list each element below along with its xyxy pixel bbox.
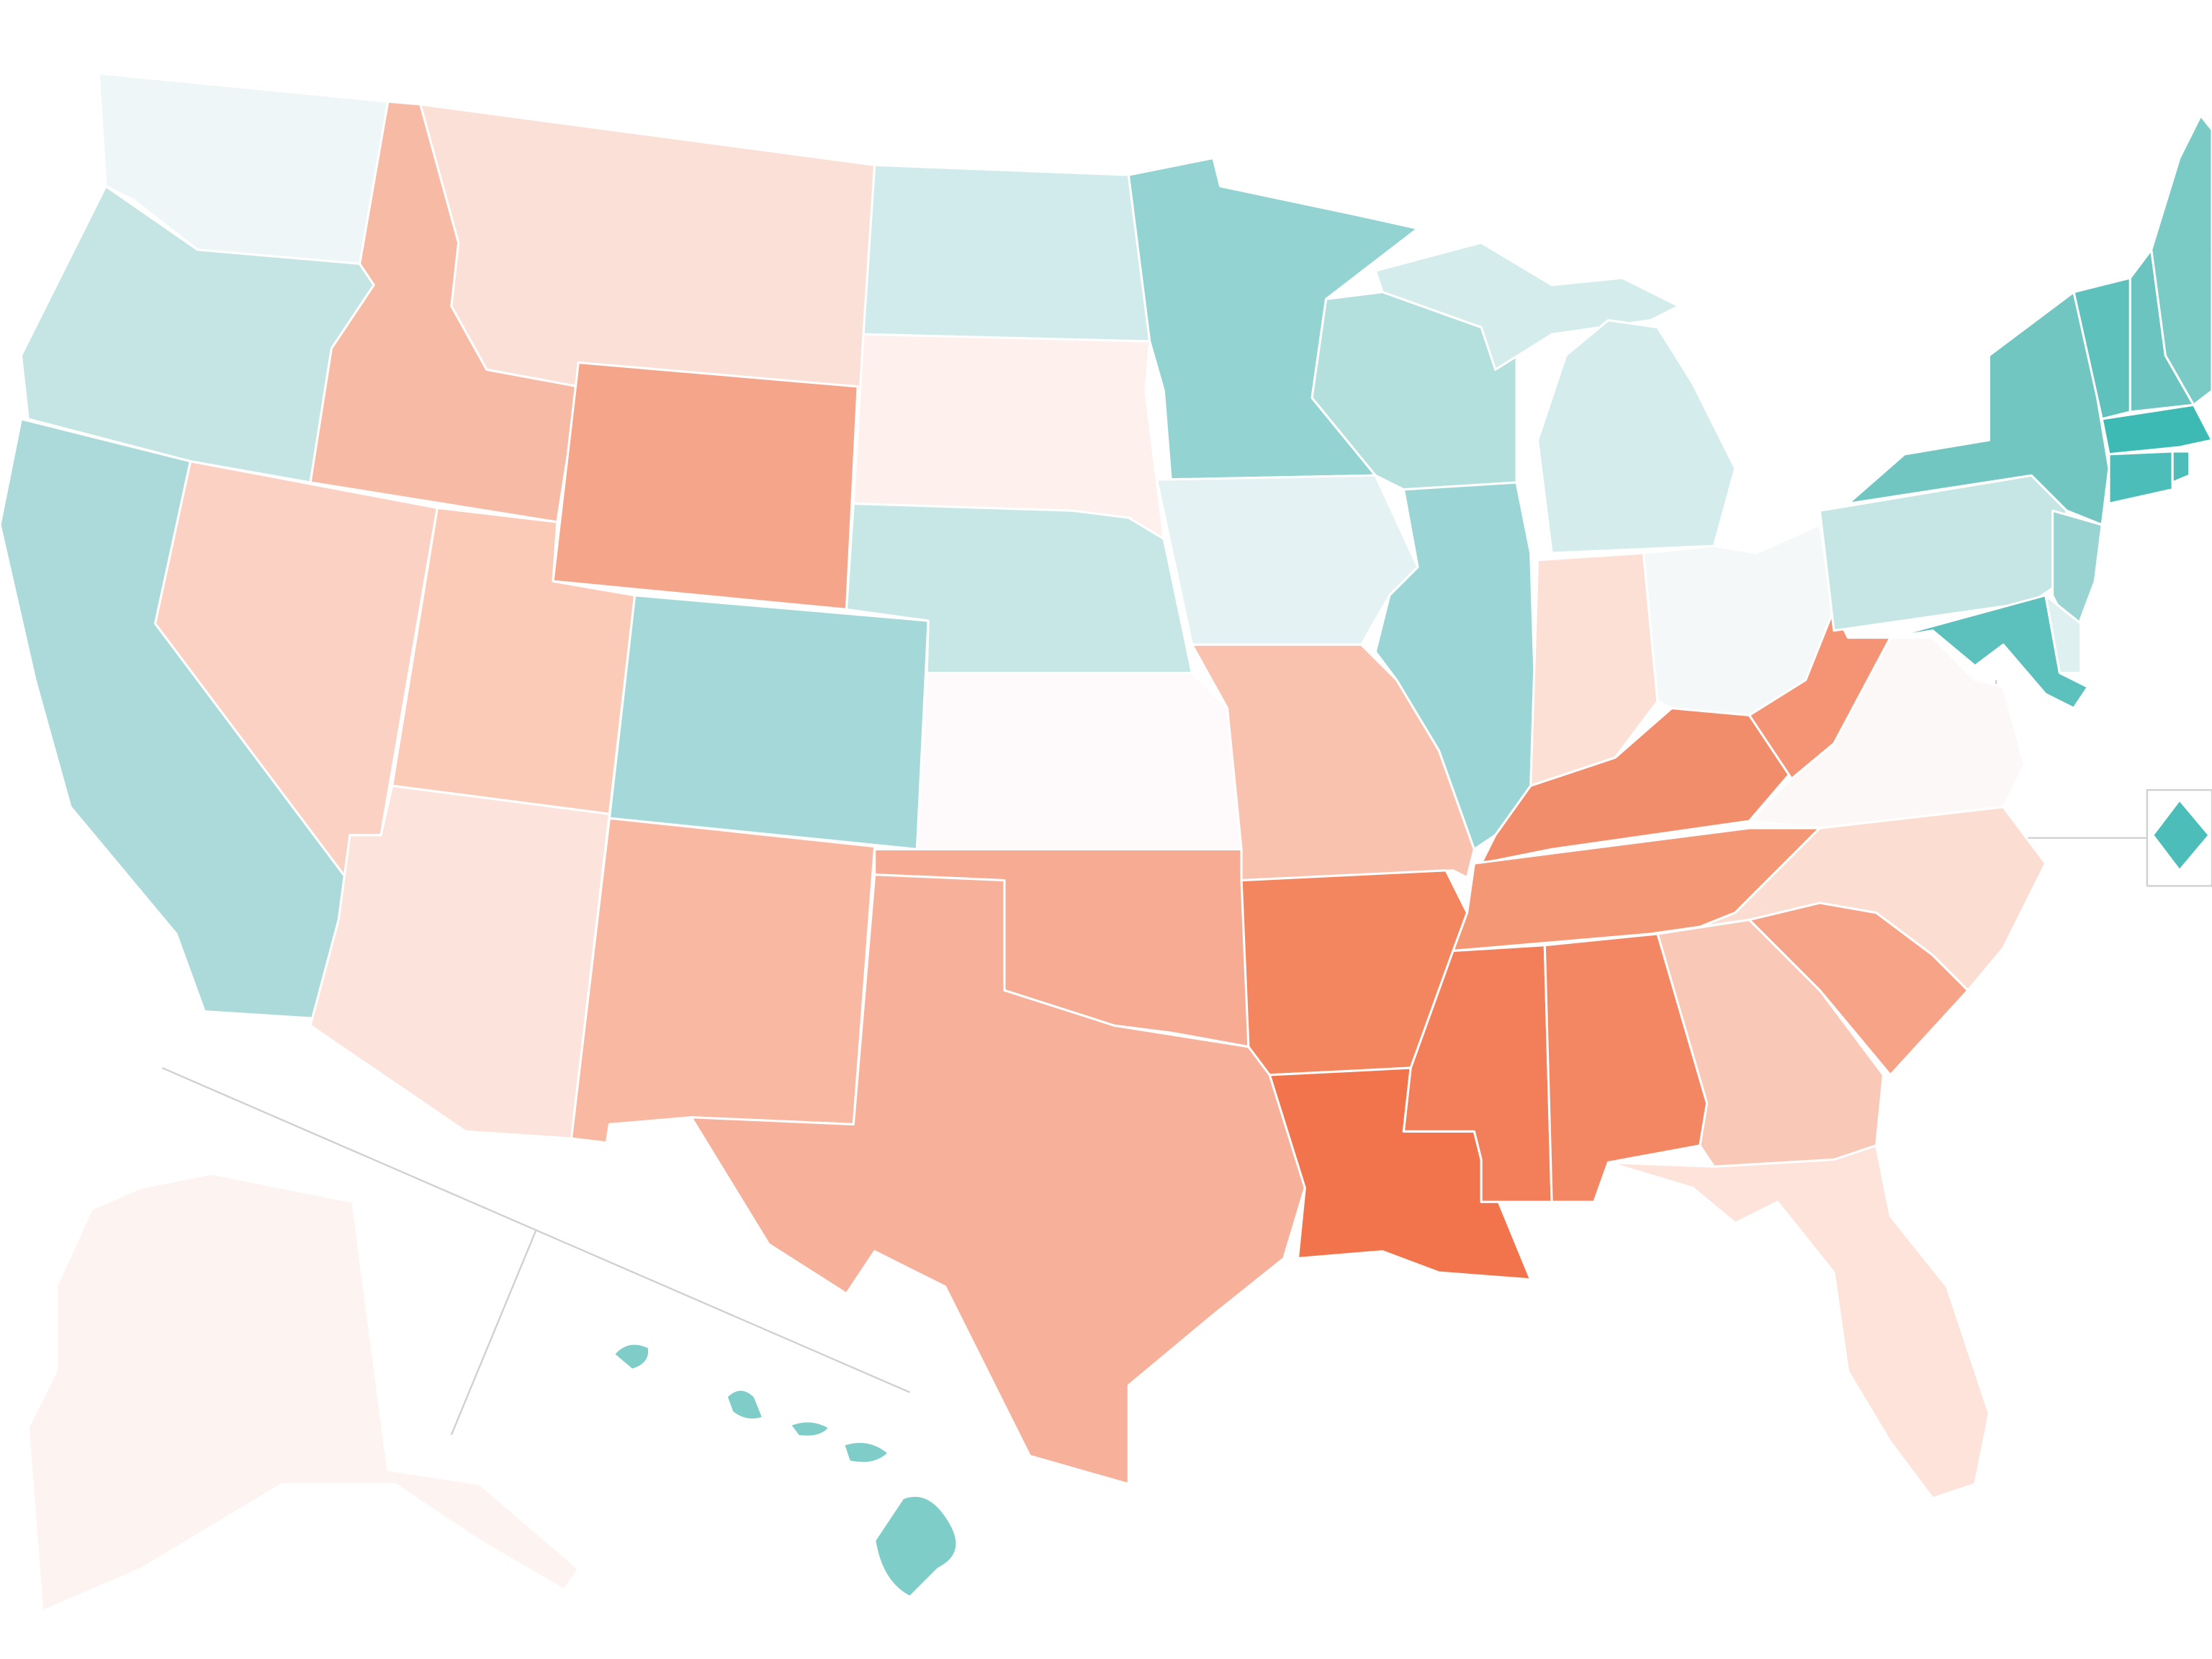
state bbox=[309, 784, 611, 1140]
state bbox=[1536, 319, 1737, 554]
state bbox=[1889, 594, 2090, 710]
state bbox=[2051, 509, 2103, 639]
state bbox=[1190, 643, 1475, 882]
state bbox=[2150, 114, 2212, 406]
state bbox=[1374, 241, 1680, 371]
inset-divider bbox=[450, 1229, 537, 1435]
state bbox=[1529, 552, 1659, 787]
state bbox=[2171, 450, 2191, 484]
state bbox=[419, 103, 876, 392]
state bbox=[552, 361, 859, 611]
state bbox=[915, 671, 1243, 850]
dc-inset-box bbox=[2146, 788, 2212, 887]
state bbox=[1748, 608, 1941, 781]
state bbox=[690, 873, 1306, 1485]
state bbox=[2108, 450, 2174, 505]
state bbox=[1155, 474, 1419, 646]
state bbox=[1699, 806, 2047, 992]
state bbox=[1606, 1144, 1991, 1500]
state bbox=[1374, 481, 1539, 850]
states bbox=[0, 72, 2212, 1612]
state bbox=[570, 817, 876, 1144]
state bbox=[612, 1342, 958, 1599]
state bbox=[2100, 403, 2212, 456]
state bbox=[27, 1172, 580, 1612]
state bbox=[862, 163, 1151, 343]
state bbox=[608, 594, 930, 850]
state bbox=[2152, 799, 2211, 872]
